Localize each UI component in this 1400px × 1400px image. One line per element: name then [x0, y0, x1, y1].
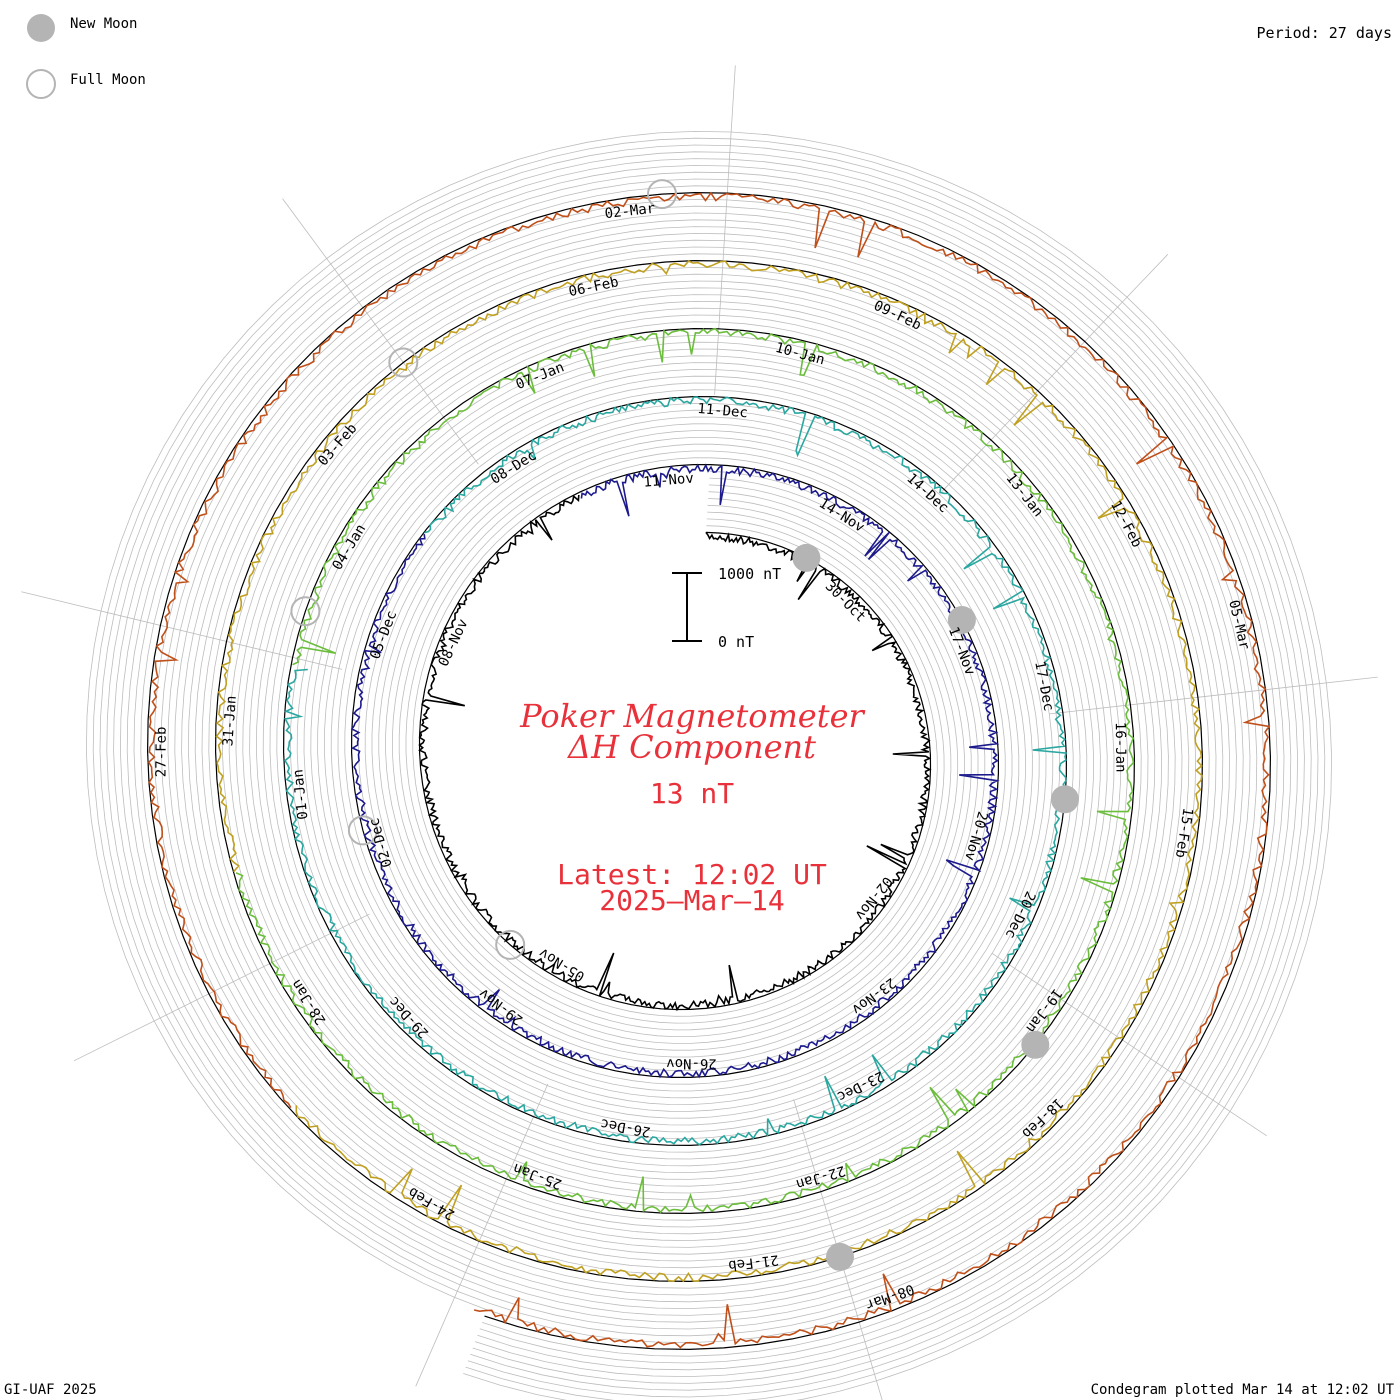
series-trace-2 — [283, 396, 1068, 1146]
date-label: 16-Jan — [1112, 722, 1129, 773]
series-trace-3 — [235, 327, 1135, 1214]
trace-layer — [147, 191, 1271, 1349]
grid-spiral — [99, 144, 1319, 1398]
series-trace-0 — [418, 494, 932, 1012]
full-moon-marker — [388, 347, 419, 378]
date-label: 02-Nov — [851, 873, 895, 923]
new-moon-marker — [826, 1242, 854, 1271]
scale-bar-bottom-label: 0 nT — [718, 633, 754, 651]
grid-spiral — [133, 178, 1285, 1364]
date-label: 20-Dec — [1002, 888, 1039, 940]
grid-spiral — [92, 137, 1326, 1400]
date-label: 31-Jan — [220, 695, 240, 747]
series-trace-5 — [147, 191, 1271, 1349]
grid-spoke — [1049, 676, 1378, 715]
date-label: 15-Feb — [1172, 806, 1196, 858]
date-label: 28-Jan — [289, 976, 330, 1027]
grid-spiral — [140, 185, 1278, 1357]
date-label: 22-Jan — [794, 1162, 847, 1192]
baseline-spiral — [146, 191, 1272, 1351]
latest-time: Latest: 12:02 UT — [557, 858, 827, 891]
date-label: 17-Nov — [945, 625, 978, 678]
grid-spiral — [113, 158, 1305, 1384]
new-moon-marker — [947, 606, 976, 634]
footer-credit: GI-UAF 2025 — [4, 1382, 97, 1398]
new-moon-marker — [1050, 785, 1079, 814]
date-label: 01-Jan — [290, 768, 311, 820]
grid-spiral — [119, 164, 1299, 1378]
date-label: 20-Nov — [961, 809, 990, 862]
grid-spoke — [21, 591, 343, 670]
grid-spoke — [415, 1083, 549, 1387]
new-moon-legend-label: New Moon — [70, 16, 137, 32]
date-label: 29-Nov — [476, 985, 526, 1028]
full-moon-marker — [647, 179, 677, 210]
date-label: 08-Dec — [488, 447, 539, 487]
date-label: 05-Dec — [367, 609, 400, 662]
date-label: 07-Jan — [514, 359, 567, 393]
date-label: 11-Nov — [643, 470, 695, 490]
current-value: 13 nT — [650, 777, 734, 810]
new-moon-legend-icon — [27, 14, 55, 42]
grid-spiral — [106, 151, 1312, 1391]
grid-layer — [21, 65, 1378, 1400]
date-label: 30-Oct — [822, 578, 869, 625]
moon-layer — [290, 179, 1079, 1271]
new-moon-marker — [792, 543, 821, 572]
date-label: 08-Nov — [436, 617, 472, 670]
latest-date: 2025–Mar–14 — [599, 884, 784, 917]
period-label: Period: 27 days — [1257, 24, 1392, 42]
date-label: 14-Nov — [816, 495, 867, 535]
grid-spoke — [991, 952, 1267, 1137]
date-label: 26-Nov — [666, 1055, 717, 1071]
series-trace-1 — [350, 463, 1000, 1079]
date-label: 21-Feb — [727, 1251, 779, 1273]
grid-spoke — [714, 65, 736, 395]
grid-spoke — [939, 254, 1169, 494]
grid-spiral — [147, 192, 1271, 1350]
grid-spoke — [73, 913, 370, 1062]
chart-subtitle: ΔH Component — [566, 728, 816, 766]
footer-plot-time: Condegram plotted Mar 14 at 12:02 UT — [1091, 1382, 1395, 1398]
date-label: 11-Dec — [697, 401, 749, 421]
new-moon-marker — [1021, 1030, 1050, 1059]
chart-title: Poker Magnetometer — [519, 697, 865, 735]
scale-bar: 1000 nT 0 nT — [672, 565, 781, 651]
date-label: 02-Mar — [604, 201, 656, 223]
date-label: 09-Feb — [871, 298, 924, 334]
full-moon-marker — [347, 815, 378, 846]
date-label: 17-Dec — [1031, 660, 1056, 713]
scale-bar-top-label: 1000 nT — [718, 565, 781, 583]
full-moon-legend-icon — [26, 69, 56, 99]
full-moon-marker — [290, 596, 321, 627]
date-label: 27-Feb — [154, 727, 170, 778]
full-moon-legend-label: Full Moon — [70, 72, 146, 88]
series-trace-4 — [215, 260, 1203, 1283]
date-label: 03-Feb — [315, 421, 360, 470]
grid-spiral — [126, 171, 1292, 1371]
full-moon-marker — [495, 929, 526, 960]
